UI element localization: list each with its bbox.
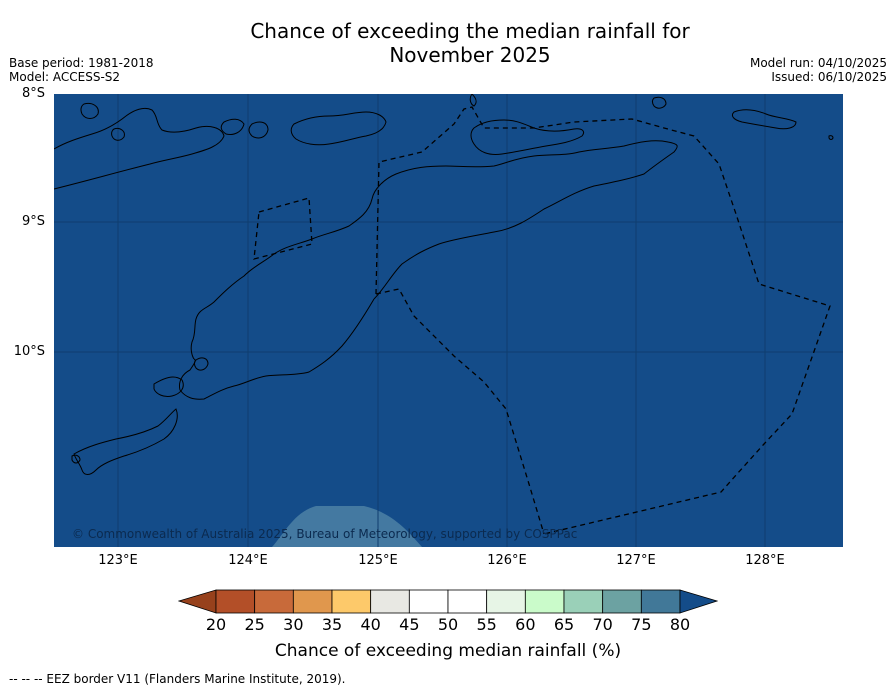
semau-coast bbox=[194, 357, 209, 371]
flores-coast bbox=[54, 107, 225, 190]
north-isle bbox=[469, 94, 477, 107]
eez-borders bbox=[253, 106, 831, 535]
meta-left: Base period: 1981-2018 Model: ACCESS-S2 bbox=[9, 56, 154, 84]
lon-label-123e: 123°E bbox=[98, 553, 138, 568]
colorbar bbox=[178, 589, 718, 614]
colorbar-tick-label: 55 bbox=[476, 615, 497, 634]
map-frame: © Commonwealth of Australia 2025, Bureau… bbox=[54, 94, 843, 547]
colorbar-bin bbox=[408, 589, 449, 614]
colorbar-tick-label: 70 bbox=[592, 615, 613, 634]
colorbar-tick-label: 45 bbox=[399, 615, 420, 634]
colorbar-tick-label: 20 bbox=[205, 615, 227, 634]
probability-patch bbox=[272, 506, 422, 547]
raijua-coast bbox=[71, 454, 81, 464]
colorbar-tick-label: 25 bbox=[244, 615, 265, 634]
colorbar-bin bbox=[524, 589, 565, 614]
east-isle-3 bbox=[828, 135, 834, 140]
lat-label-8s: 8°S bbox=[21, 86, 45, 101]
copyright-text: © Commonwealth of Australia 2025, Bureau… bbox=[72, 527, 577, 541]
eez-timor-leste-south bbox=[375, 288, 545, 535]
colorbar-bin bbox=[563, 589, 604, 614]
solor-coast bbox=[220, 118, 245, 135]
lon-label-127e: 127°E bbox=[616, 553, 656, 568]
lon-label-128e: 128°E bbox=[745, 553, 785, 568]
colorbar-bin bbox=[602, 589, 642, 614]
sawu-coast bbox=[73, 408, 178, 475]
small-isle-1 bbox=[80, 103, 99, 119]
colorbar-bin bbox=[370, 589, 410, 614]
east-isle-1 bbox=[652, 96, 667, 109]
base-period: Base period: 1981-2018 bbox=[9, 56, 154, 70]
colorbar-tick-label: 80 bbox=[669, 615, 691, 634]
small-isle-2 bbox=[111, 128, 125, 141]
eez-legend-note: -- -- -- EEZ border V11 (Flanders Marine… bbox=[9, 672, 346, 686]
lat-label-9s: 9°S bbox=[21, 214, 45, 229]
roti-coast bbox=[153, 376, 184, 397]
colorbar-bin bbox=[215, 589, 256, 614]
alor-coast bbox=[290, 111, 387, 146]
colorbar-bin bbox=[486, 589, 526, 614]
colorbar-bin bbox=[254, 589, 294, 614]
eez-oecusse bbox=[253, 197, 313, 260]
east-isle-2 bbox=[731, 109, 797, 130]
map-background bbox=[54, 94, 843, 547]
colorbar-under-triangle bbox=[178, 589, 217, 614]
meta-right: Model run: 04/10/2025 Issued: 06/10/2025 bbox=[750, 56, 887, 84]
pantar-coast bbox=[248, 121, 269, 139]
model-name: Model: ACCESS-S2 bbox=[9, 70, 121, 84]
lon-label-125e: 125°E bbox=[358, 553, 398, 568]
title-line-1: Chance of exceeding the median rainfall … bbox=[250, 19, 690, 43]
colorbar-bin bbox=[292, 589, 333, 614]
colorbar-tick-label: 60 bbox=[515, 615, 536, 634]
colorbar-tick-label: 50 bbox=[437, 615, 459, 634]
colorbar-label: Chance of exceeding median rainfall (%) bbox=[274, 641, 622, 661]
wetar-coast bbox=[470, 119, 585, 155]
colorbar-tick-label: 65 bbox=[553, 615, 575, 634]
map-gridlines bbox=[54, 94, 843, 547]
colorbar-bins bbox=[215, 589, 681, 614]
lat-label-10s: 10°S bbox=[13, 344, 45, 359]
title-line-2: November 2025 bbox=[389, 43, 551, 67]
colorbar-tick-label: 75 bbox=[631, 615, 652, 634]
lon-label-124e: 124°E bbox=[228, 553, 268, 568]
timor-north-coast bbox=[190, 140, 678, 360]
model-run: Model run: 04/10/2025 bbox=[749, 56, 887, 70]
colorbar-tick-label: 35 bbox=[321, 615, 343, 634]
colorbar-bin bbox=[447, 589, 488, 614]
map-title: Chance of exceeding the median rainfall … bbox=[200, 19, 740, 67]
coastlines bbox=[54, 94, 834, 475]
colorbar-tick-label: 40 bbox=[360, 615, 381, 634]
colorbar-bin bbox=[331, 589, 372, 614]
colorbar-tick-label: 30 bbox=[283, 615, 304, 634]
timor-south-coast bbox=[179, 298, 375, 400]
eez-timor-leste-north bbox=[375, 106, 831, 535]
issued-date: Issued: 06/10/2025 bbox=[771, 70, 887, 84]
colorbar-over-triangle bbox=[679, 589, 718, 614]
lon-label-126e: 126°E bbox=[487, 553, 527, 568]
colorbar-bin bbox=[640, 589, 681, 614]
